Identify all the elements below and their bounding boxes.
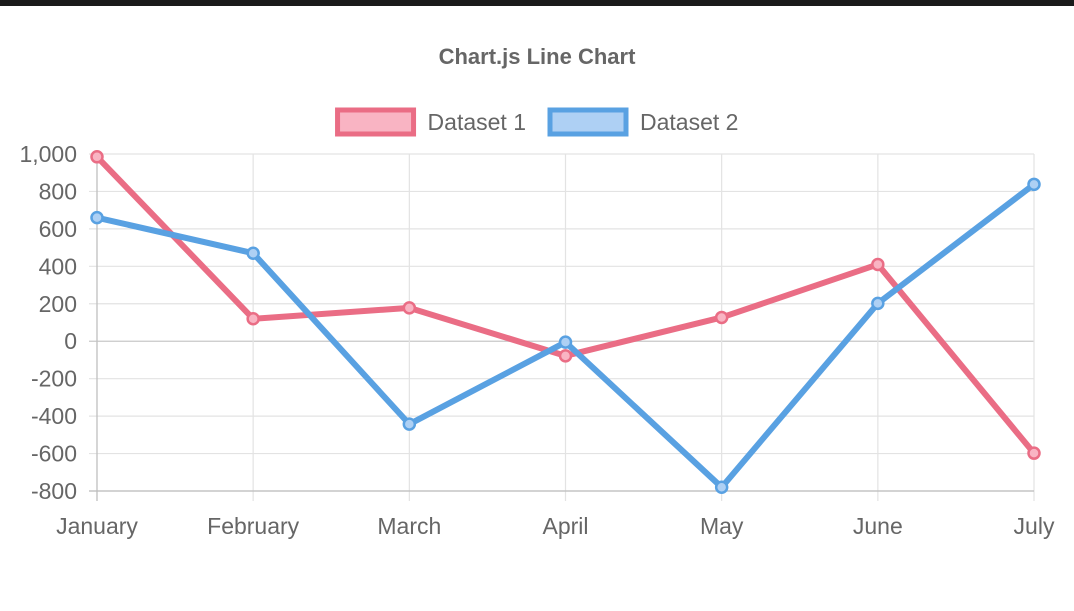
data-point[interactable]: [402, 301, 417, 315]
data-point[interactable]: [90, 150, 104, 164]
series-2: [90, 177, 1041, 495]
y-tick-label: 200: [39, 291, 77, 317]
chart-title: Chart.js Line Chart: [439, 44, 636, 69]
x-tick-label: March: [377, 513, 441, 539]
data-point[interactable]: [1027, 177, 1041, 192]
data-point[interactable]: [714, 310, 729, 325]
top-bar: [0, 0, 1074, 6]
data-point[interactable]: [714, 480, 729, 495]
grid: [89, 153, 1035, 501]
x-tick-label: May: [700, 513, 744, 539]
y-axis: 1,000 800 600 400 200 0 -200 -400 -600 -800: [19, 141, 77, 504]
legend: Dataset 1 Dataset 2: [335, 107, 738, 137]
y-tick-label: 1,000: [19, 141, 77, 167]
x-axis: January February March April May June July: [56, 513, 1055, 539]
x-tick-label: January: [56, 513, 138, 539]
series-layer: [90, 150, 1041, 495]
legend-swatch[interactable]: [547, 107, 629, 137]
y-tick-label: -200: [31, 366, 77, 392]
series-1: [90, 150, 1041, 460]
y-tick-label: -600: [31, 441, 77, 467]
y-tick-label: 600: [39, 216, 77, 242]
x-tick-label: February: [207, 513, 300, 539]
data-point[interactable]: [246, 246, 260, 260]
data-point[interactable]: [871, 296, 885, 311]
data-point[interactable]: [871, 257, 885, 272]
x-tick-label: July: [1014, 513, 1055, 539]
y-tick-label: -800: [31, 478, 77, 504]
x-tick-label: June: [853, 513, 903, 539]
data-point[interactable]: [246, 312, 260, 326]
y-tick-label: 0: [64, 328, 77, 354]
data-point[interactable]: [1027, 446, 1041, 460]
y-tick-label: 800: [39, 178, 77, 204]
data-point[interactable]: [558, 349, 573, 363]
x-tick-label: April: [542, 513, 588, 539]
legend-label: Dataset 2: [640, 109, 738, 135]
legend-swatch[interactable]: [335, 107, 417, 137]
legend-label: Dataset 1: [428, 109, 526, 135]
data-point[interactable]: [90, 210, 104, 225]
data-point[interactable]: [402, 417, 417, 431]
y-tick-label: -400: [31, 403, 77, 429]
data-point[interactable]: [558, 335, 573, 349]
y-tick-label: 400: [39, 253, 77, 279]
